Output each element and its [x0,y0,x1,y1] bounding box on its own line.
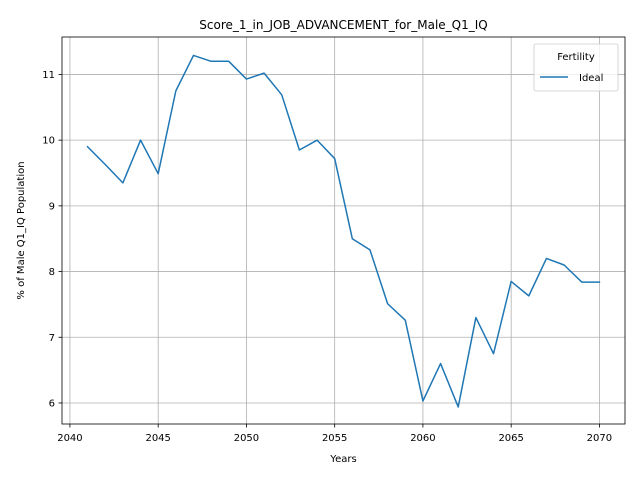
series-layer [86,54,601,408]
x-tick-label: 2060 [410,433,435,444]
y-tick-label: 7 [49,333,55,344]
series-line-ideal [86,54,601,408]
x-axis-label: Years [329,454,356,465]
legend-box [533,43,619,92]
y-tick-label: 9 [49,201,55,212]
x-tick-label: 2040 [57,433,82,444]
grid-layer [62,37,625,424]
legend: Fertility Ideal [533,43,619,92]
y-axis: 6 7 8 9 10 11 [42,70,62,409]
legend-title: Fertility [557,52,595,63]
x-tick-label: 2045 [145,433,170,444]
x-tick-label: 2050 [234,433,259,444]
x-tick-label: 2055 [322,433,347,444]
x-axis: 2040 2045 2050 2055 2060 2065 2070 [57,424,612,444]
y-tick-label: 11 [42,70,55,81]
y-tick-label: 8 [49,267,55,278]
plot-frame [61,36,626,425]
y-tick-label: 10 [42,136,55,147]
y-axis-label: % of Male Q1_IQ Population [16,161,27,299]
x-tick-label: 2065 [498,433,523,444]
y-tick-label: 6 [49,398,55,409]
chart-title: Score_1_in_JOB_ADVANCEMENT_for_Male_Q1_I… [199,18,487,32]
legend-label-ideal: Ideal [579,73,603,84]
x-tick-label: 2070 [587,433,612,444]
